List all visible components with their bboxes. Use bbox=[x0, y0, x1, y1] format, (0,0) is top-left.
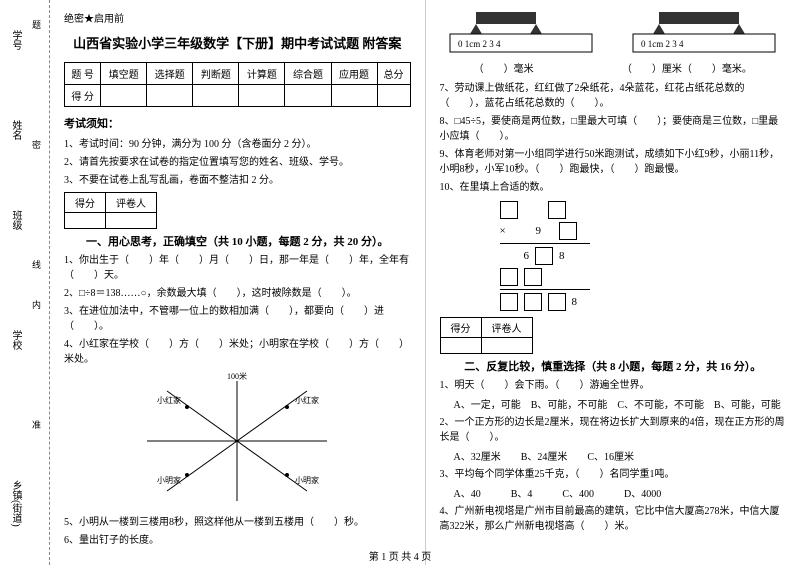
binding-margin: 学号 姓名 班级 学校 乡镇(街道) 题 密 线 内 准 bbox=[0, 0, 50, 565]
s1-q5: 5、小明从一楼到三楼用8秒，照这样他从一楼到五楼用（ ）秒。 bbox=[64, 515, 411, 530]
ruler-left-label: （ ）毫米 bbox=[474, 60, 534, 75]
score-h4: 计算题 bbox=[239, 63, 285, 85]
mult-box-5 bbox=[500, 268, 518, 286]
mult-box-9 bbox=[548, 293, 566, 311]
mark-table-1: 得分评卷人 bbox=[64, 192, 157, 229]
score-h3: 判断题 bbox=[193, 63, 239, 85]
s1-q8: 8、□45÷5，要使商是两位数，□里最大可填（ ）；要使商是三位数，□里最小应填… bbox=[440, 114, 787, 144]
mult-d: 9 bbox=[536, 225, 542, 237]
score-h5: 综合题 bbox=[285, 63, 331, 85]
section1-title: 一、用心思考，正确填空（共 10 小题，每题 2 分，共 20 分）。 bbox=[64, 233, 411, 249]
notice-title: 考试须知： bbox=[64, 115, 411, 131]
mult-line-2 bbox=[500, 289, 590, 290]
s1-q10: 10、在里填上合适的数。 bbox=[440, 180, 787, 195]
mult-box-6 bbox=[524, 268, 542, 286]
notice-1: 1、考试时间：90 分钟，满分为 100 分（含卷面分 2 分）。 bbox=[64, 135, 411, 150]
mark2-c1: 得分 bbox=[440, 318, 481, 338]
score-h1: 填空题 bbox=[101, 63, 147, 85]
svg-text:小红家: 小红家 bbox=[157, 395, 181, 405]
svg-text:小红家: 小红家 bbox=[295, 395, 319, 405]
mult-box-3 bbox=[559, 222, 577, 240]
s1-q4: 4、小红家在学校（ ）方（ ）米处；小明家在学校（ ）方（ ）米处。 bbox=[64, 337, 411, 367]
ruler-row: 0 1cm 2 3 4 0 1cm 2 3 4 bbox=[440, 10, 787, 56]
mult-r1a: 6 bbox=[524, 250, 530, 262]
right-column: 0 1cm 2 3 4 0 1cm 2 3 4 （ ）毫米 （ ）厘米（ ）毫米… bbox=[426, 0, 800, 565]
score-table: 题 号 填空题 选择题 判断题 计算题 综合题 应用题 总分 得 分 bbox=[64, 62, 411, 107]
secret-label: 绝密★启用前 bbox=[64, 10, 411, 25]
mark-c1: 得分 bbox=[65, 193, 106, 213]
compass-diagram: 100米 小红家 小明家 小红家 小明家 bbox=[127, 371, 347, 511]
bind-hint-0: 题 bbox=[30, 20, 43, 29]
notice-2: 2、请首先按要求在试卷的指定位置填写您的姓名、班级、学号。 bbox=[64, 153, 411, 168]
mult-box-2 bbox=[548, 201, 566, 219]
bind-hint-1: 密 bbox=[30, 140, 43, 149]
notice-3: 3、不要在试卷上乱写乱画，卷面不整洁扣 2 分。 bbox=[64, 171, 411, 186]
s2-q2o: A、32厘米 B、24厘米 C、16厘米 bbox=[454, 448, 787, 463]
mult-box-1 bbox=[500, 201, 518, 219]
mult-box-8 bbox=[524, 293, 542, 311]
svg-text:小明家: 小明家 bbox=[295, 475, 319, 485]
ruler-left: 0 1cm 2 3 4 bbox=[446, 10, 596, 56]
s2-q2: 2、一个正方形的边长是2厘米，现在将边长扩大到原来的4倍，现在正方形的周长是（ … bbox=[440, 415, 787, 445]
bind-hint-4: 内 bbox=[30, 300, 43, 309]
mult-r1b: 8 bbox=[559, 250, 565, 262]
mark-table-2: 得分评卷人 bbox=[440, 317, 533, 354]
section2-title: 二、反复比较，慎重选择（共 8 小题，每题 2 分，共 16 分）。 bbox=[440, 358, 787, 374]
mult-sign: × bbox=[500, 225, 506, 237]
mark2-c2: 评卷人 bbox=[481, 318, 532, 338]
s1-q1: 1、你出生于（ ）年（ ）月（ ）日，那一年是（ ）年，全年有（ ）天。 bbox=[64, 253, 411, 283]
svg-text:100米: 100米 bbox=[227, 371, 247, 381]
mult-box-7 bbox=[500, 293, 518, 311]
svg-text:0 1cm 2 3 4: 0 1cm 2 3 4 bbox=[641, 39, 684, 49]
bind-label-1: 姓名 bbox=[8, 120, 23, 140]
notice-list: 1、考试时间：90 分钟，满分为 100 分（含卷面分 2 分）。 2、请首先按… bbox=[64, 135, 411, 186]
s1-q6: 6、量出钉子的长度。 bbox=[64, 533, 411, 548]
score-r2: 得 分 bbox=[65, 85, 101, 107]
ruler-right-label: （ ）厘米（ ）毫米。 bbox=[622, 60, 752, 75]
bind-label-4: 乡镇(街道) bbox=[8, 480, 23, 527]
bind-hint-3: 线 bbox=[30, 260, 43, 269]
mult-line-1 bbox=[500, 243, 590, 244]
bind-label-3: 学校 bbox=[8, 330, 23, 350]
score-h6: 应用题 bbox=[331, 63, 377, 85]
s2-q4: 4、广州新电视塔是广州市目前最高的建筑，它比中信大厦高278米，中信大厦高322… bbox=[440, 504, 787, 534]
svg-text:小明家: 小明家 bbox=[157, 475, 181, 485]
multiplication-box: × 9 6 8 8 bbox=[500, 201, 787, 311]
s2-q3: 3、平均每个同学体重25千克，（ ）名同学重1吨。 bbox=[440, 467, 787, 482]
s2-q1: 1、明天（ ）会下雨。（ ）游遍全世界。 bbox=[440, 378, 787, 393]
s2-q3o: A、40 B、4 C、400 D、4000 bbox=[454, 485, 787, 500]
s1-q7: 7、劳动课上做纸花，红红做了2朵纸花，4朵蓝花，红花占纸花总数的（ ），蓝花占纸… bbox=[440, 81, 787, 111]
bind-label-2: 班级 bbox=[8, 210, 23, 230]
score-h7: 总分 bbox=[377, 63, 410, 85]
score-h2: 选择题 bbox=[147, 63, 193, 85]
ruler-right: 0 1cm 2 3 4 bbox=[629, 10, 779, 56]
s2-q1o: A、一定，可能 B、可能，不可能 C、不可能，不可能 B、可能，可能 bbox=[454, 396, 787, 411]
s1-q9: 9、体育老师对第一小组同学进行50米跑测试，成绩如下小红9秒，小丽11秒，小明8… bbox=[440, 147, 787, 177]
score-h0: 题 号 bbox=[65, 63, 101, 85]
page-footer: 第 1 页 共 4 页 bbox=[0, 548, 800, 563]
left-column: 绝密★启用前 山西省实验小学三年级数学【下册】期中考试试题 附答案 题 号 填空… bbox=[50, 0, 426, 565]
s1-q2: 2、□÷8＝138……○，余数最大填（ ），这时被除数是（ ）。 bbox=[64, 286, 411, 301]
bind-hint-6: 准 bbox=[30, 420, 43, 429]
s1-q3: 3、在进位加法中，不管哪一位上的数相加满（ ），都要向（ ）进（ ）。 bbox=[64, 304, 411, 334]
mult-box-4 bbox=[535, 247, 553, 265]
svg-text:0 1cm 2 3 4: 0 1cm 2 3 4 bbox=[458, 39, 501, 49]
exam-title: 山西省实验小学三年级数学【下册】期中考试试题 附答案 bbox=[64, 33, 411, 52]
bind-label-0: 学号 bbox=[8, 30, 23, 50]
mark-c2: 评卷人 bbox=[106, 193, 157, 213]
mult-r2b: 8 bbox=[572, 296, 578, 308]
